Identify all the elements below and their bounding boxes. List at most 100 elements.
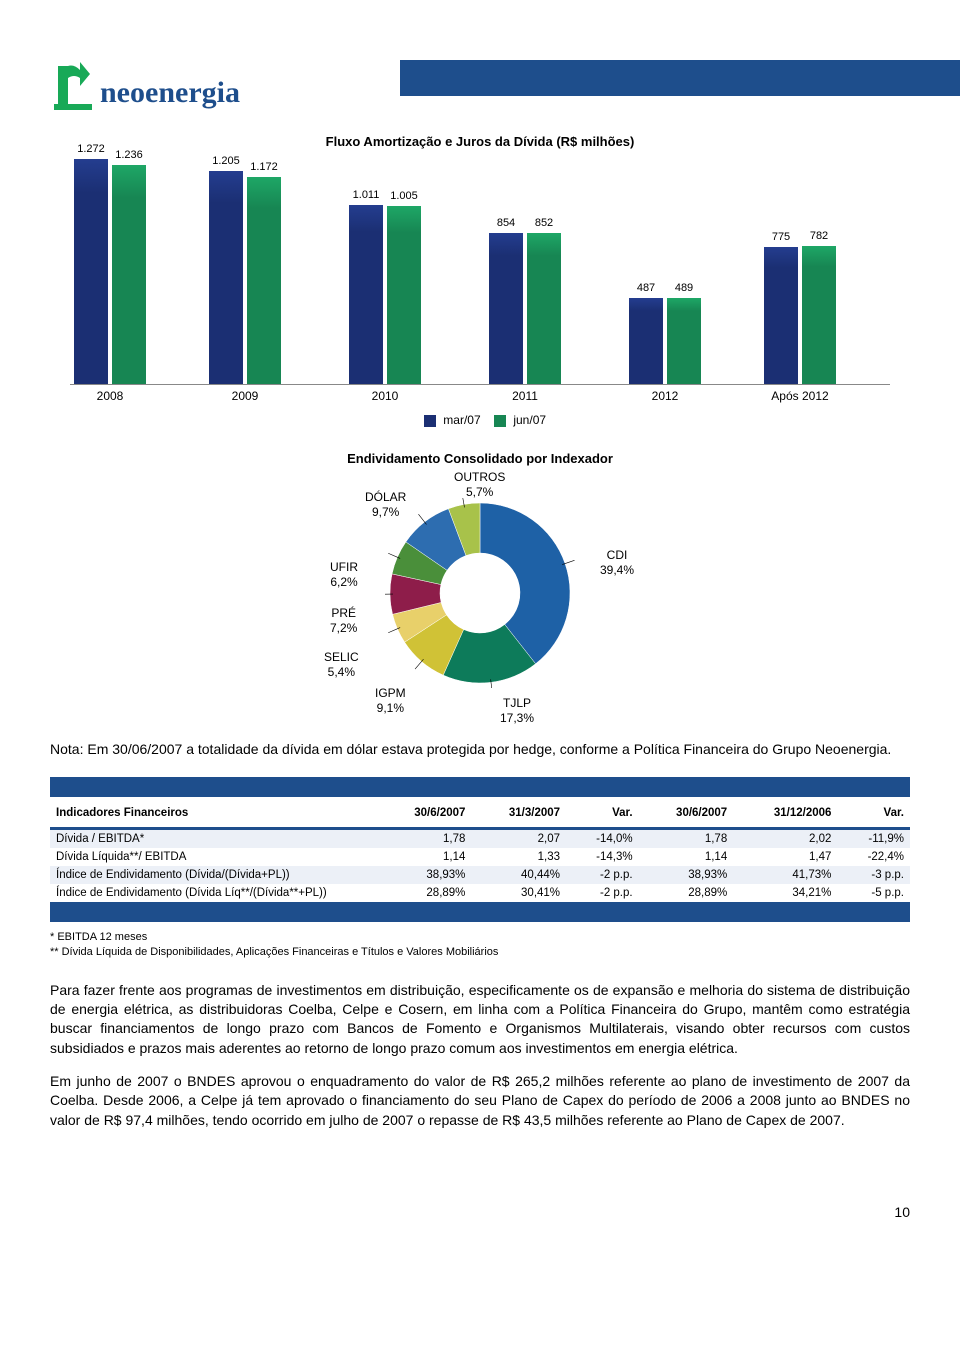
chart-note: Nota: Em 30/06/2007 a totalidade da dívi…: [50, 740, 910, 759]
table-header-row: Indicadores Financeiros30/6/200731/3/200…: [50, 797, 910, 829]
table-cell: 40,44%: [471, 866, 566, 884]
table-row: Dívida / EBITDA*1,782,07-14,0%1,782,02-1…: [50, 828, 910, 848]
bar-value-label: 854: [497, 217, 515, 229]
table-row: Índice de Endividamento (Dívida Líq**/(D…: [50, 884, 910, 902]
bar-chart-legend: mar/07 jun/07: [50, 413, 910, 427]
table-bottom-bar: [50, 902, 910, 922]
bar-value-label: 1.011: [353, 189, 380, 201]
bar-jun07: 782: [802, 246, 836, 384]
bar-mar07: 1.011: [349, 205, 383, 384]
table-cell: 2,07: [471, 828, 566, 848]
bar-value-label: 782: [810, 230, 828, 242]
table-col-header: 30/6/2007: [377, 797, 472, 829]
table-cell: -22,4%: [837, 848, 910, 866]
donut-label-cdi: CDI39,4%: [600, 548, 634, 578]
legend-swatch-mar07: [424, 415, 436, 427]
table-col-header: 31/12/2006: [733, 797, 837, 829]
bar-jun07: 1.236: [112, 165, 146, 384]
table-col-header: Indicadores Financeiros: [50, 797, 377, 829]
table-col-header: Var.: [837, 797, 910, 829]
header-accent-bar: [400, 60, 960, 96]
legend-swatch-jun07: [494, 415, 506, 427]
footnote-1: * EBITDA 12 meses: [50, 930, 910, 945]
table-cell: Dívida / EBITDA*: [50, 828, 377, 848]
table-cell: Índice de Endividamento (Dívida Líq**/(D…: [50, 884, 377, 902]
donut-chart: Endividamento Consolidado por Indexador …: [50, 451, 910, 728]
table-col-header: 30/6/2007: [639, 797, 734, 829]
bar-value-label: 487: [637, 282, 655, 294]
donut-label-igpm: IGPM9,1%: [375, 686, 406, 716]
bar-value-label: 1.005: [390, 190, 418, 202]
donut-chart-plot: CDI39,4% TJLP17,3% IGPM9,1% SELIC5,4% PRÉ7,2…: [260, 468, 700, 728]
donut-label-selic: SELIC5,4%: [324, 650, 359, 680]
bar-x-label: 2009: [205, 389, 285, 403]
table-cell: 30,41%: [471, 884, 566, 902]
table-footnotes: * EBITDA 12 meses ** Dívida Líquida de D…: [50, 930, 910, 961]
legend-label-jun07: jun/07: [513, 413, 546, 427]
bar-mar07: 775: [764, 247, 798, 384]
donut-label-pré: PRÉ7,2%: [330, 606, 357, 636]
brand-text: neoenergia: [100, 76, 240, 109]
table-cell: -5 p.p.: [837, 884, 910, 902]
body-paragraph-2: Em junho de 2007 o BNDES aprovou o enqua…: [50, 1072, 910, 1130]
table-row: Índice de Endividamento (Dívida/(Dívida+…: [50, 866, 910, 884]
table-cell: 1,47: [733, 848, 837, 866]
table-cell: 38,93%: [377, 866, 472, 884]
table-col-header: 31/3/2007: [471, 797, 566, 829]
indicators-table-wrap: Indicadores Financeiros30/6/200731/3/200…: [50, 777, 910, 922]
table-row: Dívida Líquida**/ EBITDA1,141,33-14,3%1,…: [50, 848, 910, 866]
table-cell: -2 p.p.: [566, 884, 639, 902]
bar-value-label: 1.236: [115, 149, 143, 161]
bar-chart-plot: 1.2721.2361.2051.1721.0111.0058548524874…: [70, 155, 890, 385]
donut-chart-title: Endividamento Consolidado por Indexador: [50, 451, 910, 466]
bar-jun07: 489: [667, 298, 701, 385]
bar-value-label: 1.205: [212, 155, 240, 167]
table-cell: 41,73%: [733, 866, 837, 884]
donut-label-outros: OUTROS5,7%: [454, 470, 505, 500]
table-col-header: Var.: [566, 797, 639, 829]
bar-value-label: 1.172: [250, 161, 278, 173]
bar-jun07: 1.172: [247, 177, 281, 384]
bar-chart-title: Fluxo Amortização e Juros da Dívida (R$ …: [50, 134, 910, 149]
donut-label-ufir: UFIR6,2%: [330, 560, 358, 590]
table-cell: Índice de Endividamento (Dívida/(Dívida+…: [50, 866, 377, 884]
bar-mar07: 854: [489, 233, 523, 384]
page-number: 10: [0, 1204, 960, 1260]
donut-svg: [385, 498, 575, 688]
table-cell: 34,21%: [733, 884, 837, 902]
donut-label-dólar: DÓLAR9,7%: [365, 490, 406, 520]
table-cell: 1,33: [471, 848, 566, 866]
bar-mar07: 1.205: [209, 171, 243, 384]
table-cell: -3 p.p.: [837, 866, 910, 884]
table-cell: 28,89%: [639, 884, 734, 902]
bar-chart-x-axis: 20082009201020112012Após 2012: [70, 389, 890, 407]
table-cell: -11,9%: [837, 828, 910, 848]
body-paragraph-1: Para fazer frente aos programas de inves…: [50, 981, 910, 1058]
table-cell: 28,89%: [377, 884, 472, 902]
bar-jun07: 852: [527, 233, 561, 384]
bar-value-label: 852: [535, 217, 553, 229]
bar-x-label: 2010: [345, 389, 425, 403]
bar-x-label: Após 2012: [760, 389, 840, 403]
footnote-2: ** Dívida Líquida de Disponibilidades, A…: [50, 945, 910, 960]
table-top-bar: [50, 777, 910, 797]
donut-label-tjlp: TJLP17,3%: [500, 696, 534, 726]
table-cell: 1,14: [639, 848, 734, 866]
bar-x-label: 2011: [485, 389, 565, 403]
bar-mar07: 1.272: [74, 159, 108, 384]
table-cell: -2 p.p.: [566, 866, 639, 884]
bar-x-label: 2012: [625, 389, 705, 403]
table-cell: Dívida Líquida**/ EBITDA: [50, 848, 377, 866]
bar-chart: Fluxo Amortização e Juros da Dívida (R$ …: [50, 134, 910, 427]
table-body: Dívida / EBITDA*1,782,07-14,0%1,782,02-1…: [50, 828, 910, 902]
table-cell: 1,14: [377, 848, 472, 866]
bar-value-label: 1.272: [77, 143, 105, 155]
table-cell: 1,78: [377, 828, 472, 848]
indicators-table: Indicadores Financeiros30/6/200731/3/200…: [50, 797, 910, 902]
bar-value-label: 489: [675, 282, 693, 294]
bar-jun07: 1.005: [387, 206, 421, 384]
legend-label-mar07: mar/07: [443, 413, 480, 427]
table-cell: 38,93%: [639, 866, 734, 884]
bar-mar07: 487: [629, 298, 663, 384]
bar-value-label: 775: [772, 231, 790, 243]
